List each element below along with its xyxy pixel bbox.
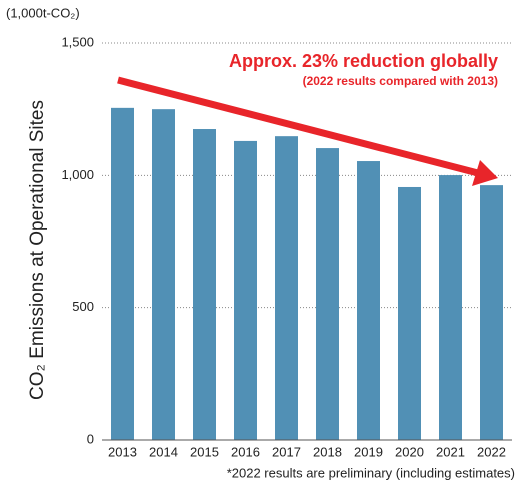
bar xyxy=(480,185,503,440)
bar xyxy=(152,109,175,441)
x-tick-label: 2019 xyxy=(354,444,383,459)
x-tick-label: 2013 xyxy=(108,444,137,459)
x-tick-label: 2014 xyxy=(149,444,178,459)
y-tick-label: 500 xyxy=(72,299,94,314)
x-tick-label: 2022 xyxy=(477,444,506,459)
y-tick-label: 1,500 xyxy=(61,34,94,49)
x-tick-label: 2020 xyxy=(395,444,424,459)
x-tick-label: 2018 xyxy=(313,444,342,459)
bar xyxy=(398,186,421,440)
annotation-sub: (2022 results compared with 2013) xyxy=(303,74,498,88)
x-tick-label: 2015 xyxy=(190,444,219,459)
x-tick-label: 2017 xyxy=(272,444,301,459)
bar xyxy=(234,140,257,440)
x-tick-label: 2021 xyxy=(436,444,465,459)
bar xyxy=(357,161,380,441)
y-tick-label: 0 xyxy=(87,431,94,446)
y-axis-label: CO₂ Emissions at Operational Sites xyxy=(27,100,48,400)
annotation: Approx. 23% reduction globally xyxy=(229,51,498,71)
arrow-head xyxy=(472,160,498,186)
bar xyxy=(275,136,298,441)
unit-label: (1,000t-CO₂) xyxy=(6,5,80,20)
bar xyxy=(316,148,339,440)
bar xyxy=(439,175,462,440)
plot xyxy=(102,42,512,441)
footnote: *2022 results are preliminary (including… xyxy=(227,465,515,480)
y-tick-label: 1,000 xyxy=(61,167,94,182)
bar xyxy=(193,129,216,440)
x-tick-label: 2016 xyxy=(231,444,260,459)
bar xyxy=(111,107,134,441)
trend-arrow xyxy=(117,76,479,177)
